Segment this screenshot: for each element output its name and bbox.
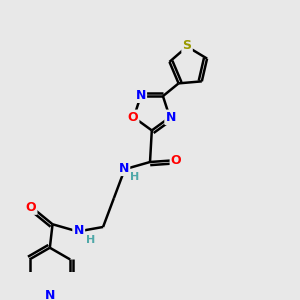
- Text: N: N: [118, 162, 129, 175]
- Text: S: S: [183, 39, 192, 52]
- Text: N: N: [45, 289, 55, 300]
- Text: H: H: [86, 235, 95, 244]
- Text: O: O: [171, 154, 181, 167]
- Text: O: O: [26, 201, 36, 214]
- Text: N: N: [136, 89, 146, 102]
- Text: H: H: [130, 172, 139, 182]
- Text: N: N: [166, 111, 176, 124]
- Text: O: O: [128, 111, 138, 124]
- Text: N: N: [74, 224, 84, 237]
